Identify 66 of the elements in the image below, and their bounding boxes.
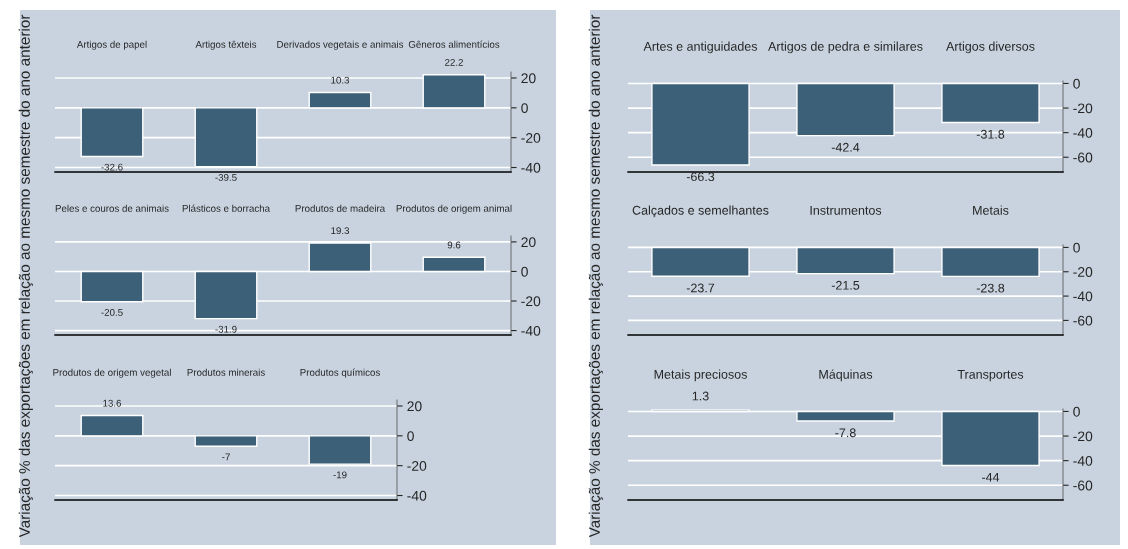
y-tick-label: -40: [1073, 455, 1093, 466]
y-tick-label: -20: [1073, 103, 1093, 114]
data-label: -7.8: [835, 428, 856, 438]
x-tick-label: Artigos de pedra e similares: [768, 41, 923, 54]
data-label: -31.9: [215, 325, 237, 333]
x-tick-label: Produtos de origem animal: [396, 204, 512, 214]
data-label: -31.8: [976, 129, 1005, 139]
y-tick-label: 0: [1073, 78, 1080, 89]
y-tick-label: 0: [1073, 242, 1080, 253]
data-label: 13.6: [103, 399, 122, 407]
y-tick-label: -60: [1073, 152, 1093, 163]
y-tick-label: 20: [521, 73, 536, 84]
data-label: 10.3: [331, 76, 350, 84]
data-label: -23.7: [686, 283, 715, 293]
data-label: -32.6: [101, 163, 123, 171]
data-label: -20.5: [101, 308, 123, 316]
y-tick-label: -40: [1073, 291, 1093, 302]
y-tick-label: 20: [407, 401, 422, 412]
y-tick-label: -60: [1073, 315, 1093, 326]
x-tick-label: Metais preciosos: [654, 369, 747, 382]
data-label: -44: [982, 472, 1000, 482]
x-tick-label: Artes e antiguidades: [643, 41, 758, 54]
y-tick-label: -20: [1073, 431, 1093, 442]
y-tick-label: 20: [521, 237, 536, 248]
y-tick-label: 0: [407, 431, 414, 441]
y-tick-label: 0: [521, 266, 528, 277]
x-tick-label: Derivados vegetais e animais: [277, 40, 404, 50]
x-tick-label: Artigos têxteis: [195, 40, 257, 50]
data-label: 22.2: [445, 58, 463, 66]
y-tick-label: 0: [521, 103, 528, 113]
data-label: 19.3: [331, 227, 350, 235]
x-tick-label: Artigos de papel: [76, 40, 147, 50]
x-tick-label: Instrumentos: [810, 206, 882, 215]
x-tick-label: Produtos minerais: [187, 368, 265, 376]
x-tick-label: Calçados e semelhantes: [632, 205, 769, 218]
data-label: -66.3: [686, 172, 715, 182]
y-tick-label: -60: [1073, 480, 1093, 491]
y-tick-label: -40: [407, 490, 427, 501]
x-tick-label: Plásticos e borracha: [182, 204, 271, 212]
x-tick-label: Gêneros alimentícios: [408, 40, 500, 48]
data-label: -42.4: [831, 142, 860, 152]
data-label: -39.5: [215, 173, 237, 181]
y-axis-title: Variação % das exportações em relação ao mesmo semestre do ano anterior: [588, 14, 603, 538]
y-tick-label: -40: [521, 325, 541, 336]
data-label: 1.3: [692, 391, 709, 401]
x-tick-label: Produtos de origem vegetal: [53, 368, 171, 378]
data-label: -19: [333, 471, 347, 479]
x-tick-label: Metais: [973, 205, 1009, 215]
data-label: 9.6: [447, 241, 461, 249]
x-tick-label: Peles e couros de animais: [55, 204, 169, 212]
data-label: -23.8: [976, 283, 1005, 293]
y-tick-label: -20: [521, 133, 541, 143]
y-tick-label: 0: [1073, 406, 1080, 417]
x-tick-label: Produtos de madeira: [295, 204, 386, 212]
x-tick-label: Máquinas: [819, 369, 873, 382]
y-tick-label: -40: [521, 162, 541, 173]
y-axis-title: Variação % das exportações em relação ao mesmo semestre do ano anterior: [18, 14, 33, 538]
x-tick-label: Transportes: [957, 370, 1024, 382]
data-label: -7: [222, 453, 230, 461]
data-label: -21.5: [831, 280, 860, 290]
x-tick-label: Artigos diversos: [946, 41, 1035, 54]
y-tick-label: -40: [1073, 127, 1093, 138]
x-tick-label: Produtos químicos: [300, 368, 380, 378]
y-tick-label: -20: [407, 461, 427, 471]
y-tick-label: -20: [521, 296, 541, 307]
y-tick-label: -20: [1073, 267, 1093, 277]
